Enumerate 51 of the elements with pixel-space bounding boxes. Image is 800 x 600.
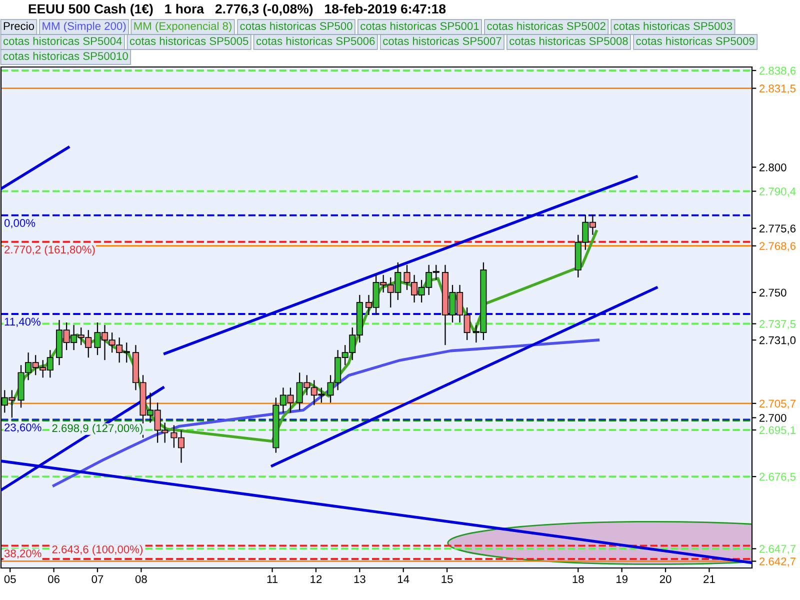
y-tick-label: 2.750 — [760, 288, 786, 297]
annotation: 38,20% — [4, 549, 42, 559]
text: cotas historicas SP500 — [240, 22, 352, 30]
y-tick-label: 2.705,7 — [760, 400, 796, 409]
y-tick-label: 2.647,7 — [760, 544, 796, 554]
ref-line-label: 2.770,2 (161,80%) — [4, 245, 95, 256]
y-tick-label: 2.831,5 — [760, 84, 796, 94]
x-tick-label: 15 — [442, 575, 453, 584]
y-tick-label: 2.700 — [760, 414, 786, 422]
text: MM (Simple 200) — [42, 22, 126, 32]
line-series — [52, 338, 600, 487]
text: cotas historicas SP5003 — [614, 22, 732, 30]
text: cotas historicas SP5006 — [256, 36, 375, 45]
x-tick-label: 07 — [92, 575, 104, 584]
x-tick-label: 06 — [48, 575, 60, 584]
x-tick-label: 11 — [267, 575, 278, 583]
x-tick-label: 08 — [135, 575, 147, 584]
y-tick-label: 2.731,0 — [760, 336, 796, 346]
text: Precio — [4, 22, 34, 30]
x-tick-label: 20 — [660, 575, 672, 584]
text: MM (Exponencial 8) — [134, 22, 232, 32]
x-tick-label: 19 — [616, 575, 628, 584]
text: cotas historicas SP5009 — [636, 36, 754, 45]
x-tick-label: 21 — [704, 575, 715, 583]
text: cotas historicas SP5008 — [510, 36, 628, 45]
x-tick-label: 13 — [354, 575, 366, 584]
x-tick-label: 12 — [310, 575, 322, 583]
x-tick-label: 18 — [572, 575, 584, 584]
y-tick-label: 2.676,5 — [760, 472, 796, 482]
chart-title: EEUU 500 Cash (1€) 1 hora 2.776,3 (-0,08%) 18-feb-2019 6:47:18 — [28, 4, 446, 16]
y-tick-label: 2.695,1 — [760, 426, 796, 436]
y-tick-label: 2.642,7 — [760, 558, 796, 567]
y-tick-label: 2.800 — [760, 163, 786, 172]
text: cotas historicas SP5001 — [360, 22, 479, 30]
ref-line-label: 2.643,6 (100,00%) — [52, 545, 142, 556]
y-tick-label: 2.838,6 — [760, 66, 796, 76]
y-tick-label: 2.768,6 — [760, 242, 796, 252]
annotation: 23,60% — [4, 423, 42, 433]
annotation: 11,40% — [4, 318, 40, 327]
x-tick-label: 05 — [4, 575, 16, 584]
y-tick-label: 2.775,6 — [760, 224, 796, 234]
y-tick-label: 2.790,4 — [760, 188, 796, 197]
annotation: 0,00% — [4, 219, 36, 228]
ref-line-label: 2.698,9 (127,00%) — [52, 424, 142, 434]
text: cotas historicas SP50010 — [3, 52, 128, 60]
text: cotas historicas SP5007 — [383, 36, 502, 45]
text: cotas historicas SP5002 — [487, 22, 606, 30]
text: cotas historicas SP5004 — [3, 36, 122, 45]
text: cotas historicas SP5005 — [130, 36, 248, 45]
x-tick-label: 14 — [398, 575, 410, 583]
y-tick-label: 2.737,5 — [760, 320, 796, 330]
